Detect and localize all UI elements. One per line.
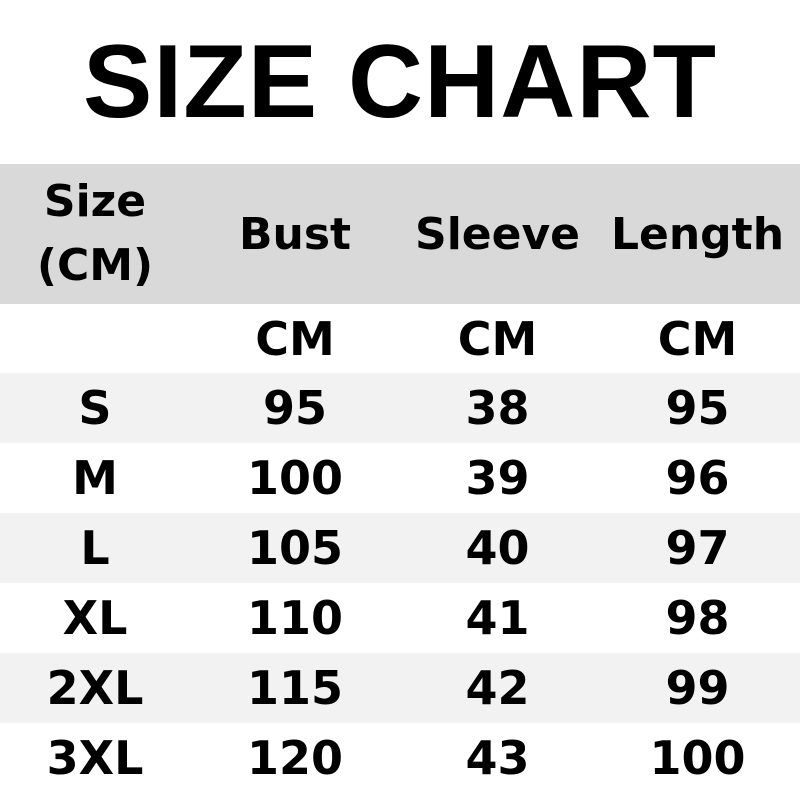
size-table: Size (CM) Bust Sleeve Length CM CM CM S 9… — [0, 164, 800, 793]
unit-bust: CM — [255, 311, 335, 366]
table-row: XL 110 41 98 — [0, 583, 800, 653]
header-size: Size (CM) — [0, 170, 190, 298]
header-sleeve: Sleeve — [415, 208, 580, 260]
cell-sleeve: 41 — [465, 591, 530, 645]
cell-length: 99 — [665, 661, 730, 715]
unit-length: CM — [657, 311, 738, 366]
header-bust: Bust — [238, 208, 352, 260]
cell-sleeve: 38 — [465, 381, 530, 435]
cell-size: M — [72, 451, 118, 505]
cell-bust: 105 — [246, 521, 344, 575]
table-row: S 95 38 95 — [0, 373, 800, 443]
table-row: M 100 39 96 — [0, 443, 800, 513]
cell-size: 2XL — [46, 661, 144, 715]
cell-bust: 110 — [246, 591, 344, 645]
table-row: 2XL 115 42 99 — [0, 653, 800, 723]
cell-size: L — [80, 521, 110, 575]
cell-sleeve: 40 — [465, 521, 530, 575]
header-size-line1: Size — [43, 176, 147, 227]
unit-sleeve: CM — [457, 311, 538, 366]
units-row: CM CM CM — [0, 304, 800, 373]
cell-sleeve: 42 — [465, 661, 530, 715]
header-length: Length — [610, 208, 785, 260]
table-header: Size (CM) Bust Sleeve Length — [0, 164, 800, 304]
header-size-line2: (CM) — [36, 240, 154, 291]
cell-length: 97 — [665, 521, 730, 575]
cell-length: 100 — [649, 731, 746, 785]
cell-length: 96 — [665, 451, 730, 505]
cell-bust: 100 — [246, 451, 344, 505]
cell-length: 95 — [665, 381, 730, 435]
cell-size: S — [78, 381, 112, 435]
cell-size: XL — [62, 591, 128, 645]
cell-size: 3XL — [46, 731, 144, 785]
cell-sleeve: 39 — [465, 451, 530, 505]
table-row: 3XL 120 43 100 — [0, 723, 800, 793]
page-title: SIZE CHART — [83, 23, 717, 140]
cell-bust: 95 — [262, 381, 327, 435]
cell-bust: 120 — [246, 731, 344, 785]
cell-length: 98 — [665, 591, 730, 645]
cell-sleeve: 43 — [465, 731, 530, 785]
table-row: L 105 40 97 — [0, 513, 800, 583]
cell-bust: 115 — [246, 661, 344, 715]
